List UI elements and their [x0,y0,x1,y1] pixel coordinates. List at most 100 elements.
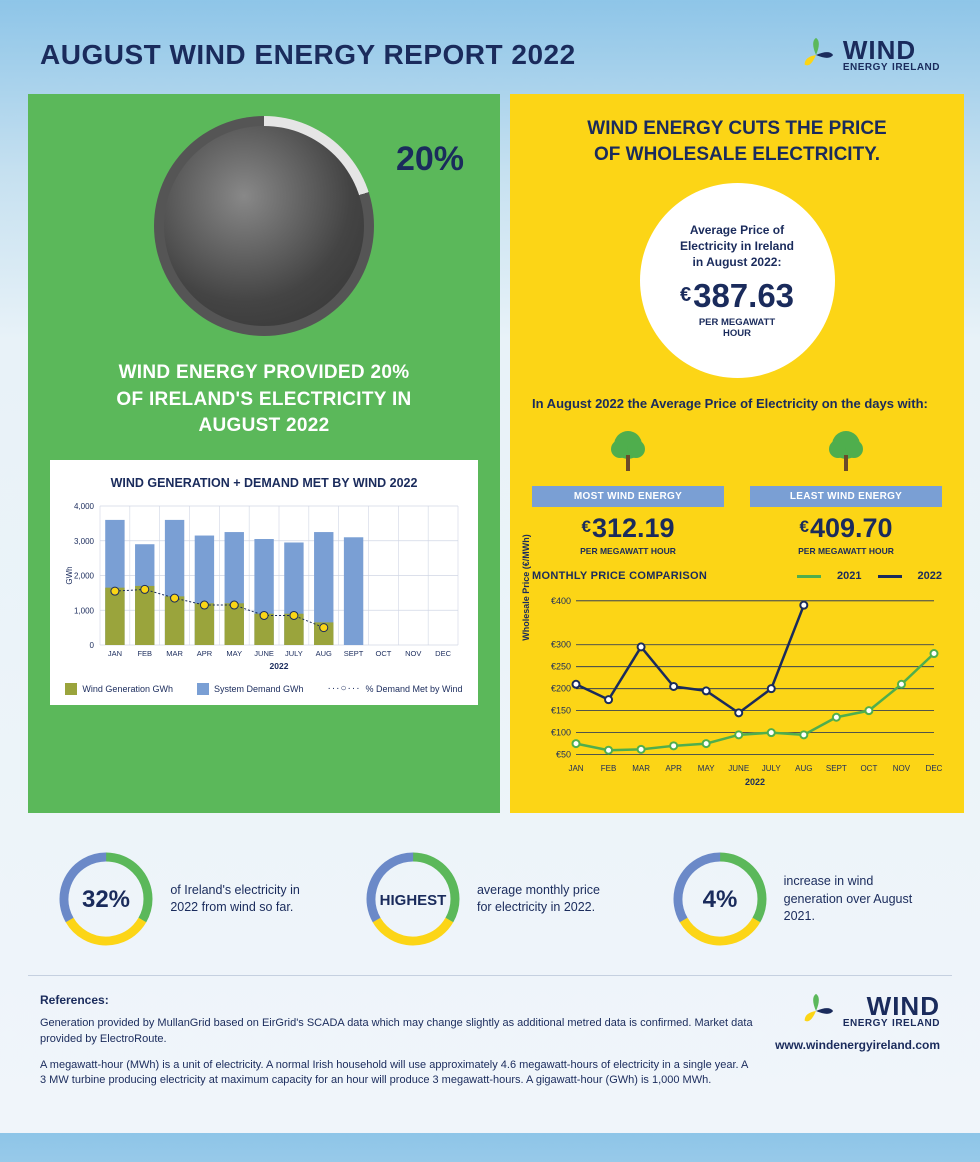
line-chart-ylabel: Wholesale Price (€/MWh) [521,534,531,641]
tree-icon [604,427,652,475]
stat-3: 4% increase in wind generation over Augu… [670,849,924,949]
svg-text:NOV: NOV [405,649,421,658]
logo-icon [797,36,835,74]
svg-text:MAR: MAR [632,764,650,773]
svg-text:€100: €100 [551,728,571,738]
green-headline-l1: WIND ENERGY PROVIDED 20% [50,360,478,387]
svg-text:FEB: FEB [601,764,617,773]
svg-text:32%: 32% [82,886,130,913]
svg-text:€400: €400 [551,596,571,606]
svg-text:JAN: JAN [108,649,122,658]
compare-most-unit: PER MEGAWATT HOUR [532,546,724,556]
references-p1: Generation provided by MullanGrid based … [40,1016,755,1048]
circle-unit-l1: PER MEGAWATT [699,317,775,328]
legend-2021: 2021 [837,570,861,582]
header: AUGUST WIND ENERGY REPORT 2022 WIND ENER… [28,28,952,94]
stat-ring-icon: 4% [670,849,770,949]
svg-text:FEB: FEB [137,649,152,658]
references-p2: A megawatt-hour (MWh) is a unit of elect… [40,1058,755,1090]
compare-most-label: MOST WIND ENERGY [532,486,724,507]
svg-text:€200: €200 [551,684,571,694]
svg-text:MAY: MAY [226,649,242,658]
yellow-title-l2: OF WHOLESALE ELECTRICITY. [532,142,942,168]
svg-text:SEPT: SEPT [344,649,364,658]
svg-text:3,000: 3,000 [74,537,95,546]
circle-label-l1: Average Price of [680,222,794,238]
stat-2: HIGHEST average monthly price for electr… [363,849,617,949]
stat-1: 32% of Ireland's electricity in 2022 fro… [56,849,310,949]
yellow-title-l1: WIND ENERGY CUTS THE PRICE [532,116,942,142]
bar-chart-legend: Wind Generation GWh System Demand GWh ··… [64,683,464,695]
svg-text:APR: APR [665,764,682,773]
compare-most: MOST WIND ENERGY €312.19 PER MEGAWATT HO… [532,427,724,556]
compare-least: LEAST WIND ENERGY €409.70 PER MEGAWATT H… [750,427,942,556]
circle-value: €387.63 [680,277,794,315]
svg-text:JAN: JAN [568,764,583,773]
line-chart: Wholesale Price (€/MWh) €50€100€150€200€… [532,586,942,791]
line-chart-title: MONTHLY PRICE COMPARISON [532,570,707,582]
yellow-title: WIND ENERGY CUTS THE PRICE OF WHOLESALE … [532,116,942,167]
svg-text:1,000: 1,000 [74,606,95,615]
svg-text:GWh: GWh [65,566,74,584]
yellow-sub-line: In August 2022 the Average Price of Elec… [532,396,942,411]
svg-text:HIGHEST: HIGHEST [380,892,447,909]
stat-ring-icon: HIGHEST [363,849,463,949]
page: AUGUST WIND ENERGY REPORT 2022 WIND ENER… [0,0,980,1133]
svg-text:4%: 4% [702,886,737,913]
footer-logo-sub2: IRELAND [892,1019,940,1029]
green-headline-l2: OF IRELAND'S ELECTRICITY IN [50,387,478,414]
circle-label-l3: in August 2022: [680,254,794,270]
panels-row: 20% WIND ENERGY PROVIDED 20% OF IRELAND'… [28,94,952,813]
compare-least-unit: PER MEGAWATT HOUR [750,546,942,556]
logo-sub1: ENERGY [843,63,888,73]
footer-logo-sub1: ENERGY [843,1019,888,1029]
stat-ring-icon: 32% [56,849,156,949]
compare-most-value: €312.19 [532,513,724,544]
logo-icon [797,992,835,1030]
circle-unit-l2: HOUR [699,328,775,339]
pie-chart: 20% [50,116,478,336]
price-circle: Average Price of Electricity in Ireland … [640,183,835,378]
footer-logo-block: WIND ENERGY IRELAND www.windenergyirelan… [775,992,940,1052]
compare-least-label: LEAST WIND ENERGY [750,486,942,507]
stat-3-text: increase in wind generation over August … [784,873,924,926]
svg-text:€150: €150 [551,706,571,716]
svg-text:4,000: 4,000 [74,502,95,511]
svg-text:€250: €250 [551,662,571,672]
legend-2022: 2022 [918,570,942,582]
svg-text:SEPT: SEPT [826,764,847,773]
references-title: References: [40,992,755,1009]
page-title: AUGUST WIND ENERGY REPORT 2022 [40,39,576,71]
panel-green: 20% WIND ENERGY PROVIDED 20% OF IRELAND'… [28,94,500,813]
logo-sub2: IRELAND [892,63,940,73]
svg-text:MAY: MAY [698,764,715,773]
svg-text:AUG: AUG [316,649,332,658]
svg-text:2,000: 2,000 [74,571,95,580]
svg-text:APR: APR [197,649,213,658]
svg-text:DEC: DEC [435,649,451,658]
compare-least-value: €409.70 [750,513,942,544]
bar-chart: WIND GENERATION + DEMAND MET BY WIND 202… [50,460,478,705]
green-headline-l3: AUGUST 2022 [50,413,478,440]
svg-text:2022: 2022 [745,777,765,787]
svg-text:OCT: OCT [375,649,391,658]
svg-text:OCT: OCT [860,764,877,773]
circle-label-l2: Electricity in Ireland [680,238,794,254]
legend-pct: % Demand Met by Wind [366,684,463,694]
svg-text:MAR: MAR [166,649,183,658]
svg-text:JUNE: JUNE [728,764,749,773]
brand-logo: WIND ENERGY IRELAND [797,36,940,74]
svg-text:JULY: JULY [285,649,303,658]
green-headline: WIND ENERGY PROVIDED 20% OF IRELAND'S EL… [50,360,478,440]
legend-demand: System Demand GWh [214,684,304,694]
svg-text:€300: €300 [551,640,571,650]
pie-percent-label: 20% [396,140,464,179]
references: References: Generation provided by Mulla… [28,975,952,1105]
svg-text:JULY: JULY [762,764,782,773]
svg-text:DEC: DEC [926,764,942,773]
svg-text:JUNE: JUNE [254,649,274,658]
stat-1-text: of Ireland's electricity in 2022 from wi… [170,882,310,917]
compare-row: MOST WIND ENERGY €312.19 PER MEGAWATT HO… [532,427,942,556]
svg-text:AUG: AUG [795,764,812,773]
svg-text:0: 0 [90,641,95,650]
